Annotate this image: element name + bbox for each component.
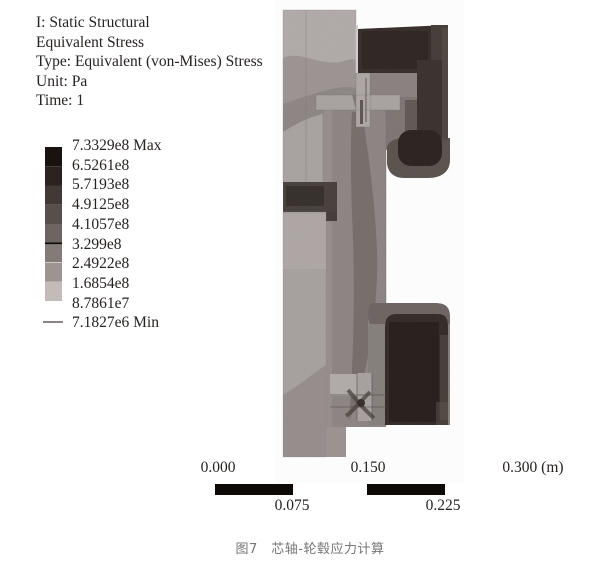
legend-label: 1.6854e8 (72, 274, 130, 292)
header-line-type: Type: Equivalent (von-Mises) Stress (36, 53, 263, 71)
ruler-segment-1 (215, 484, 293, 495)
legend-label-max: 7.3329e8 Max (72, 137, 162, 154)
ruler-label-75: 0.075 (274, 497, 310, 514)
legend-band (45, 204, 62, 224)
ruler-label-150: 0.150 (350, 459, 386, 476)
legend-band (45, 243, 62, 263)
ruler-label-0: 0.000 (200, 459, 236, 476)
legend-band (45, 262, 62, 282)
legend-divider-line (45, 242, 62, 245)
legend-label: 4.1057e8 (72, 215, 130, 233)
header-line-result: Equivalent Stress (36, 33, 145, 51)
legend-label: 8.7861e7 (72, 294, 130, 312)
header-line-time: Time: 1 (36, 92, 85, 110)
header-line-unit: Unit: Pa (36, 72, 88, 90)
legend-band (45, 281, 62, 301)
legend-label: 5.7193e8 (72, 176, 130, 194)
legend-band (45, 224, 62, 244)
ruler-label-300: 0.300 (m) (502, 459, 564, 476)
legend-min-tick (43, 321, 63, 323)
legend-color-bar (45, 147, 62, 301)
legend-label-min: 7.1827e6 Min (72, 314, 159, 332)
mesh-grain-overlay (283, 8, 455, 460)
legend-label: 2.4922e8 (72, 255, 130, 273)
legend-label: 4.9125e8 (72, 196, 130, 214)
ruler-label-225: 0.225 (425, 497, 461, 514)
legend-band (45, 147, 62, 167)
result-header: I: Static Structural Equivalent Stress T… (36, 13, 263, 111)
legend-band (45, 166, 62, 186)
ruler-segment-2 (367, 484, 445, 495)
legend-divider-line-light (45, 262, 62, 263)
legend-label: 6.5261e8 (72, 156, 130, 174)
legend-label: 3.299e8 (72, 235, 122, 253)
figure-caption: 图7 芯轴-轮毂应力计算 (235, 542, 385, 557)
legend-band (45, 185, 62, 205)
header-line-analysis: I: Static Structural (36, 14, 150, 31)
